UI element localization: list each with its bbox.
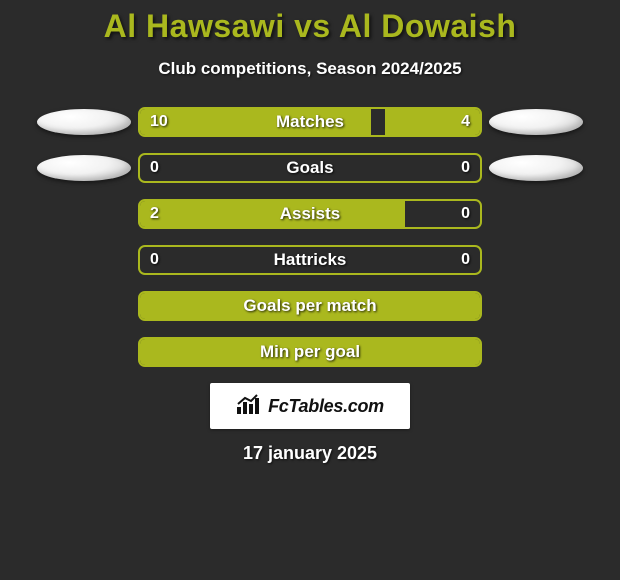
stat-bar: Min per goal xyxy=(138,337,482,367)
avatar-placeholder-icon xyxy=(37,155,131,181)
stat-bar-left-fill xyxy=(140,109,371,135)
player-avatar-right xyxy=(486,245,586,275)
stat-value-left: 0 xyxy=(150,247,159,273)
stat-bar-left-fill xyxy=(140,201,405,227)
player-avatar-left xyxy=(34,337,134,367)
stat-row: Goals0 0 xyxy=(0,153,620,183)
stat-value-right: 0 xyxy=(461,155,470,181)
date-text: 17 january 2025 xyxy=(0,443,620,464)
player-avatar-right xyxy=(486,153,586,183)
player-avatar-right xyxy=(486,337,586,367)
player-avatar-left xyxy=(34,291,134,321)
stat-row: Assists20 xyxy=(0,199,620,229)
stat-row: Min per goal xyxy=(0,337,620,367)
comparison-infographic: Al Hawsawi vs Al Dowaish Club competitio… xyxy=(0,0,620,464)
player-avatar-left xyxy=(34,107,134,137)
stat-bar: Hattricks0 0 xyxy=(138,245,482,275)
logo-badge: FcTables.com xyxy=(210,383,410,429)
stat-bar-left-fill xyxy=(140,339,480,365)
player-avatar-left xyxy=(34,199,134,229)
stat-label: Hattricks xyxy=(140,247,480,273)
avatar-placeholder-icon xyxy=(489,109,583,135)
stat-bar: Goals per match xyxy=(138,291,482,321)
player-avatar-right xyxy=(486,199,586,229)
logo-text: FcTables.com xyxy=(268,396,384,417)
stat-row: Matches104 xyxy=(0,107,620,137)
player-avatar-right xyxy=(486,291,586,321)
page-subtitle: Club competitions, Season 2024/2025 xyxy=(0,59,620,79)
stat-bar: Goals0 0 xyxy=(138,153,482,183)
page-title: Al Hawsawi vs Al Dowaish xyxy=(0,8,620,45)
player-avatar-left xyxy=(34,153,134,183)
avatar-placeholder-icon xyxy=(37,109,131,135)
stat-label: Goals xyxy=(140,155,480,181)
stat-row: Hattricks0 0 xyxy=(0,245,620,275)
stat-row: Goals per match xyxy=(0,291,620,321)
player-avatar-left xyxy=(34,245,134,275)
avatar-placeholder-icon xyxy=(489,155,583,181)
stat-rows: Matches104Goals00Assists20Hattricks00Goa… xyxy=(0,107,620,367)
stat-bar: Assists20 xyxy=(138,199,482,229)
stat-bar-left-fill xyxy=(140,293,480,319)
chart-icon xyxy=(236,393,262,420)
stat-value-right: 0 xyxy=(461,201,470,227)
stat-bar-right-fill xyxy=(385,109,480,135)
stat-bar: Matches104 xyxy=(138,107,482,137)
stat-value-left: 0 xyxy=(150,155,159,181)
player-avatar-right xyxy=(486,107,586,137)
stat-value-right: 0 xyxy=(461,247,470,273)
